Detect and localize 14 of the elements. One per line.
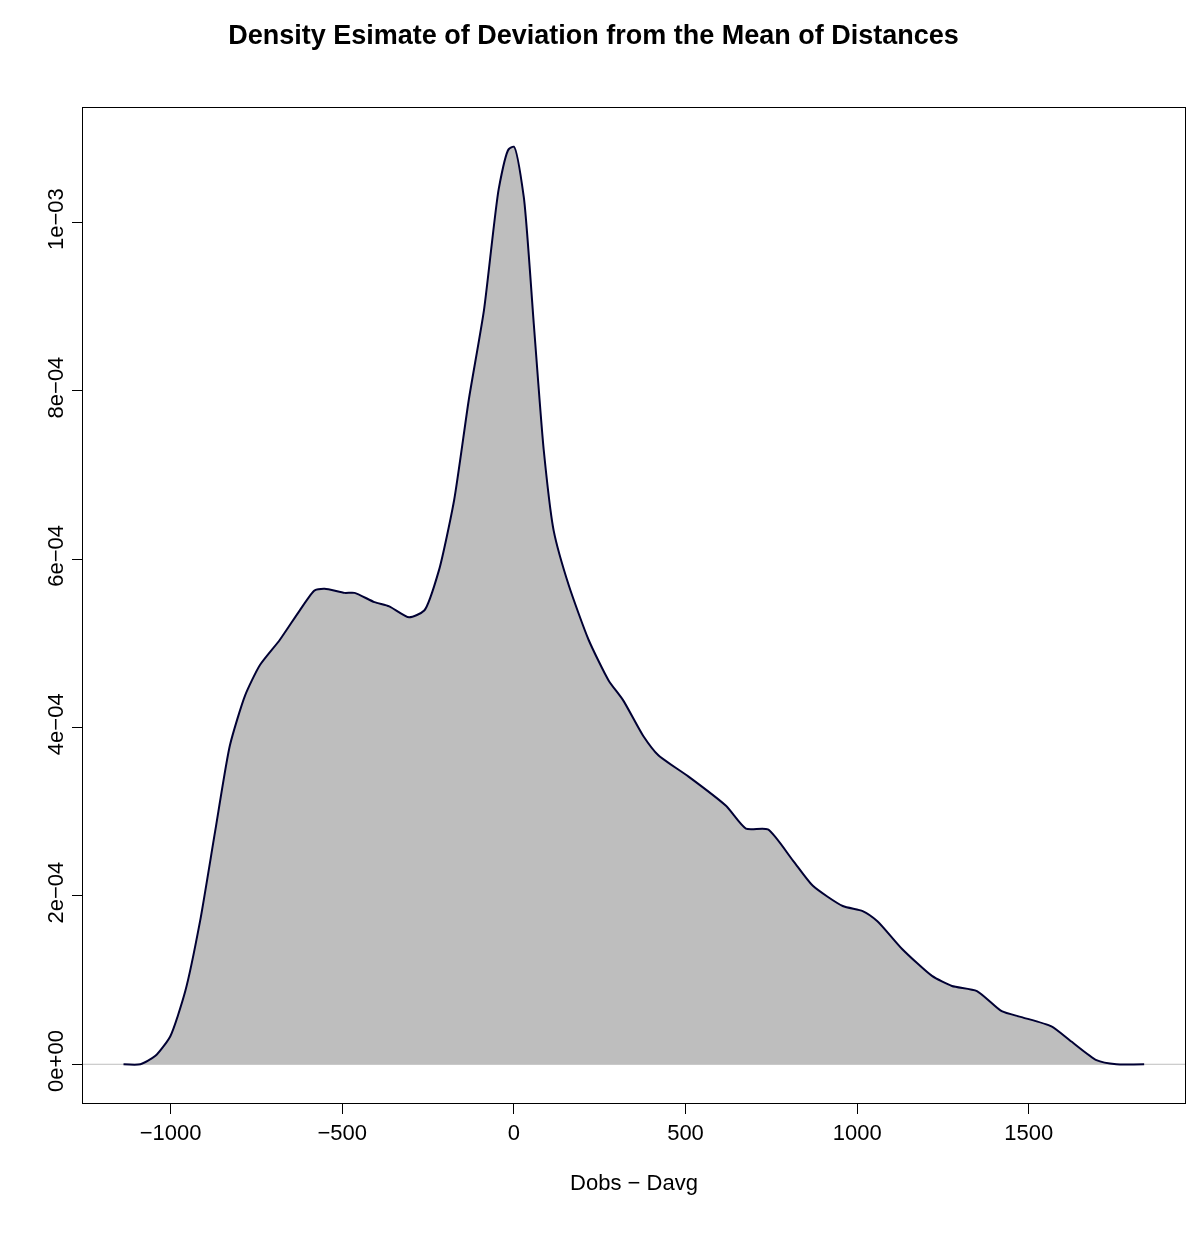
x-tick-label: 0	[507, 1120, 520, 1146]
y-tick-label: 6e−04	[43, 525, 69, 587]
x-axis-title: Dobs − Davg	[570, 1170, 698, 1196]
chart-title: Density Esimate of Deviation from the Mean of Distances	[228, 20, 959, 51]
y-tick-label: 1e−03	[43, 188, 69, 251]
x-tick-label: −500	[317, 1120, 367, 1146]
y-tick-label: 2e−04	[43, 861, 69, 924]
x-tick-label: −1000	[139, 1120, 202, 1146]
x-tick-label: 500	[667, 1120, 704, 1146]
y-tick-label: 8e−04	[43, 356, 69, 419]
x-tick-label: 1500	[1004, 1120, 1054, 1146]
y-tick-label: 4e−04	[43, 693, 69, 756]
x-tick-label: 1000	[832, 1120, 882, 1146]
y-tick-label: 0e+00	[43, 1030, 69, 1092]
